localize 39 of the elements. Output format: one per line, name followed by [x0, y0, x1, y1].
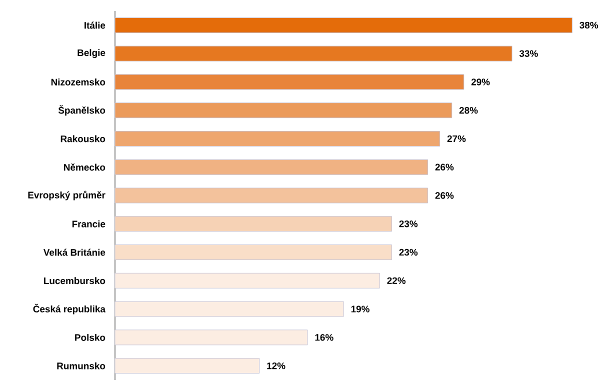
y-tick-label: Rumunsko: [57, 362, 106, 370]
y-tick-label: Belgie: [78, 49, 106, 58]
bar: [114, 188, 428, 204]
data-label: 26%: [435, 192, 454, 199]
data-label: 33%: [519, 50, 538, 57]
data-label: 38%: [580, 22, 598, 29]
y-tick-label: Německo: [64, 164, 106, 171]
bar: [114, 301, 344, 317]
bar: [114, 358, 260, 374]
bar: [114, 17, 572, 33]
y-tick-label: Nizozemsko: [51, 78, 106, 86]
y-tick-label: Rakousko: [60, 135, 106, 142]
data-label: 16%: [315, 334, 334, 341]
bar: [114, 130, 440, 146]
data-label: 22%: [387, 277, 406, 284]
y-tick-label: Itálie: [84, 22, 106, 29]
data-label: 19%: [351, 306, 370, 312]
bar: [114, 272, 380, 288]
y-tick-label: Česká republika: [33, 304, 106, 314]
data-label: 28%: [459, 106, 478, 114]
y-tick-label: Polsko: [75, 334, 106, 341]
data-label: 23%: [399, 248, 418, 256]
bar: [114, 216, 392, 232]
y-tick-label: Evropský průměr: [28, 190, 106, 200]
y-tick-label: Lucembursko: [44, 277, 106, 284]
data-label: 27%: [447, 135, 466, 142]
bar: [114, 74, 464, 90]
bar: [114, 102, 452, 118]
bar: [114, 46, 512, 62]
bar: [114, 244, 392, 260]
y-tick-label: Velká Británie: [43, 248, 106, 256]
bar: [114, 330, 308, 346]
data-label: 29%: [471, 78, 490, 86]
data-label: 26%: [435, 164, 454, 170]
y-tick-label: Francie: [72, 220, 106, 228]
data-label: 12%: [267, 362, 286, 370]
y-tick-label: Španělsko: [58, 105, 106, 116]
bar: [114, 159, 428, 175]
data-label: 23%: [399, 220, 418, 228]
